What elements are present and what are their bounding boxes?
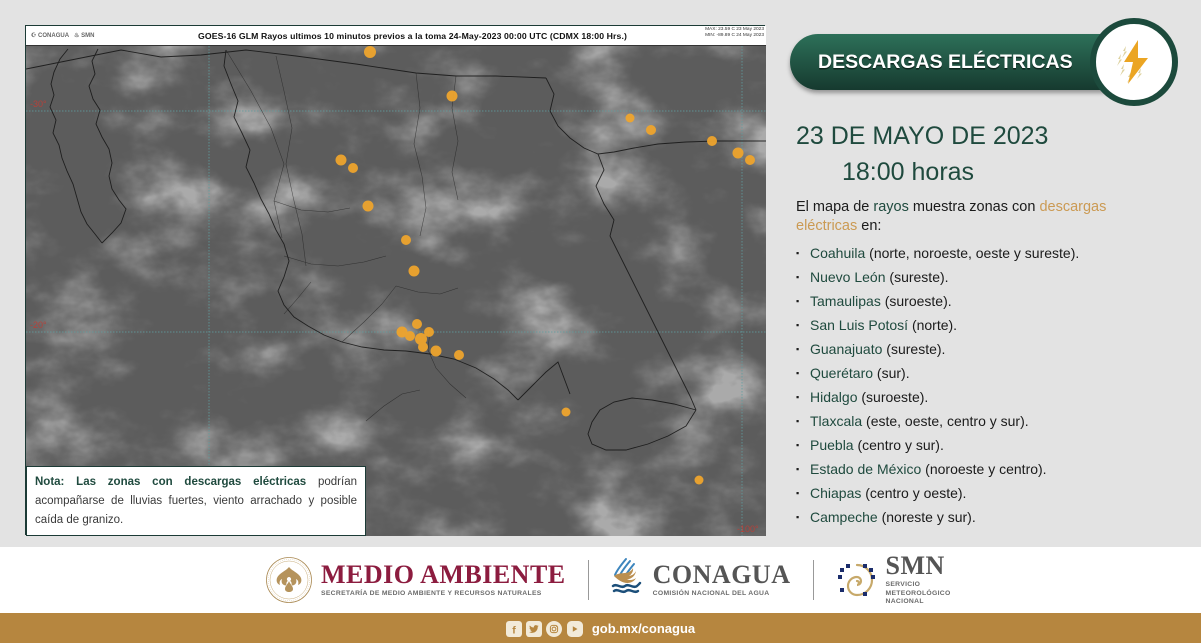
svg-text:-20°: -20° xyxy=(30,320,47,330)
svg-text:f: f xyxy=(512,624,516,636)
svg-text:-30°: -30° xyxy=(30,99,47,109)
svg-text:-100°: -100° xyxy=(737,524,759,534)
